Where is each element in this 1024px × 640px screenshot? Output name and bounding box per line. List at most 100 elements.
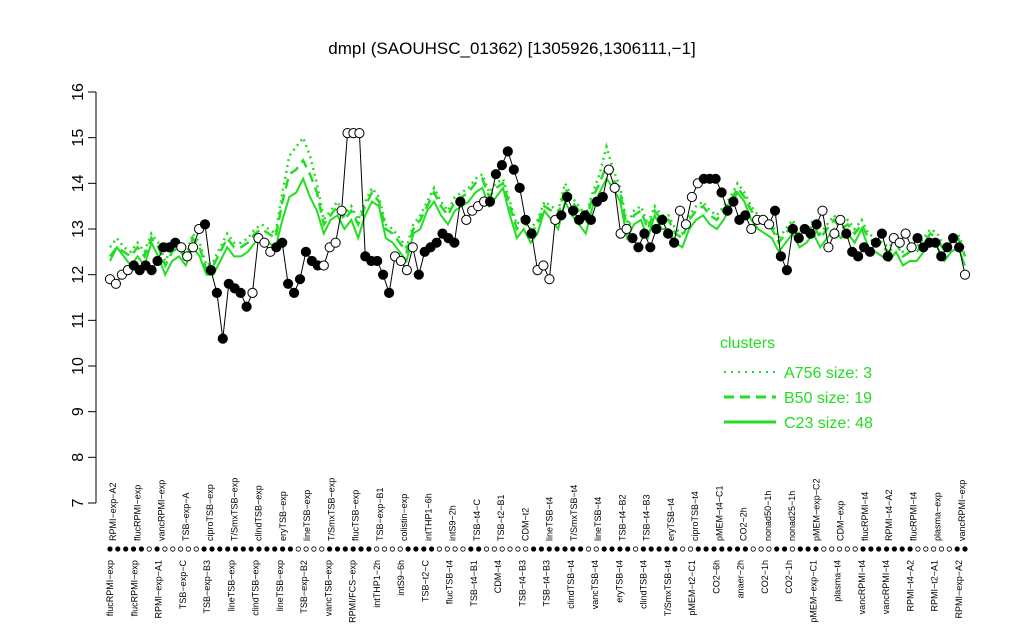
rug-mark: [546, 546, 552, 552]
x-tick-label-top: TSB−exp−A: [181, 492, 191, 541]
data-point: [152, 255, 163, 267]
rug-mark: [852, 546, 858, 552]
rug-mark: [930, 546, 937, 552]
x-tick-label-bottom: RPMI−exp−A1: [154, 560, 164, 619]
x-tick-label-top: flucRPMI−t4: [909, 492, 919, 541]
x-tick-label-bottom: lineTSB−exp: [275, 560, 285, 611]
data-point: [936, 251, 947, 262]
rug-mark: [217, 546, 223, 552]
rug-mark: [444, 546, 450, 552]
rug-mark: [366, 546, 372, 552]
data-point: [259, 237, 270, 248]
chart-title: dmpI (SAOUHSC_01362) [1305926,1306111,−1…: [328, 39, 695, 58]
rug-mark: [742, 546, 749, 552]
data-point: [645, 242, 656, 253]
rug-mark: [695, 546, 701, 552]
data-point: [431, 237, 442, 248]
x-tick-label-top: TSB−t4−B2: [617, 494, 627, 541]
rug-mark: [883, 546, 890, 552]
rug-mark: [507, 546, 513, 552]
data-point: [841, 228, 852, 239]
series-line-solid: [109, 176, 966, 278]
rug-mark: [734, 546, 741, 552]
data-point: [526, 228, 537, 239]
rug-mark: [672, 546, 678, 552]
data-point: [639, 228, 650, 239]
x-tick-label-bottom: pMEM−exp−C1: [809, 560, 819, 623]
x-tick-label-top: flucRPMI−exp: [132, 485, 142, 541]
rug-mark: [146, 546, 152, 552]
data-point: [235, 287, 246, 298]
rug-mark: [954, 546, 960, 552]
rug-mark: [350, 546, 356, 552]
rug-mark: [585, 546, 592, 552]
rug-mark: [907, 546, 913, 552]
rug-mark: [899, 546, 905, 552]
data-point: [354, 128, 365, 139]
data-point: [942, 242, 953, 253]
rug-mark: [664, 546, 670, 552]
data-point: [199, 219, 211, 230]
rug-mark: [805, 546, 811, 552]
data-point: [461, 214, 472, 225]
x-tick-label-top: CDM−exp: [836, 501, 846, 541]
data-point: [401, 265, 412, 276]
x-tick-label-top: clindTSB−exp: [254, 485, 264, 541]
data-point: [556, 210, 567, 221]
data-point: [508, 164, 519, 175]
rug-mark: [915, 546, 921, 552]
rug-mark: [617, 546, 623, 552]
legend-title: clusters: [720, 335, 775, 352]
x-tick-label-top: nonad25−1h: [787, 491, 797, 541]
x-tick-label-bottom: TSB−exp−B2: [299, 560, 309, 614]
x-tick-label-top: TSB−t4−C: [472, 499, 482, 542]
x-tick-label-top: flucTSB−exp: [351, 490, 361, 541]
rug-mark: [946, 546, 952, 552]
rug-mark: [279, 546, 286, 552]
data-point: [372, 255, 383, 267]
x-tick-label-top: T/SmxTSB−t4: [569, 485, 579, 541]
rug-mark: [209, 546, 215, 552]
rug-mark: [130, 546, 137, 552]
rug-mark: [389, 546, 395, 552]
rug-mark: [123, 546, 129, 552]
data-point: [289, 287, 300, 298]
y-tick-label: 15: [70, 129, 87, 147]
rug-mark: [523, 546, 529, 552]
rug-mark: [287, 546, 293, 552]
data-point: [395, 255, 406, 267]
data-point: [585, 214, 597, 225]
data-point: [651, 223, 662, 235]
x-tick-label-bottom: vancTSB−t4: [590, 560, 600, 609]
data-point: [948, 233, 959, 244]
x-tick-label-top: intTHP1−6h: [423, 493, 433, 541]
y-tick-label: 11: [70, 312, 87, 329]
rug-mark: [640, 546, 647, 552]
data-point: [241, 301, 252, 312]
rug-mark: [923, 546, 929, 552]
sample-rug: [107, 546, 968, 552]
x-tick-label-bottom: TSB−exp−C: [178, 560, 188, 610]
data-point: [484, 196, 496, 207]
data-point: [669, 237, 680, 248]
rug-mark: [428, 546, 435, 552]
data-point: [912, 233, 923, 244]
rug-mark: [201, 546, 207, 552]
rug-mark: [601, 546, 607, 552]
rug-mark: [844, 546, 850, 552]
rug-mark: [789, 546, 796, 552]
rug-mark: [515, 546, 521, 552]
data-points: [104, 128, 971, 344]
data-point: [283, 278, 294, 289]
rug-mark: [170, 546, 176, 552]
rug-mark: [452, 546, 458, 552]
x-tick-label-top: intS9−2h: [448, 505, 458, 541]
rug-mark: [711, 546, 717, 552]
x-tick-label-bottom: CO2−1h: [760, 560, 770, 594]
data-point: [680, 219, 692, 230]
data-point: [520, 214, 531, 225]
rug-mark: [178, 546, 184, 552]
y-axis: 7 8 9 10 11 12 13 14 15 16: [70, 83, 97, 507]
rug-mark: [272, 546, 278, 552]
data-point: [876, 228, 888, 239]
